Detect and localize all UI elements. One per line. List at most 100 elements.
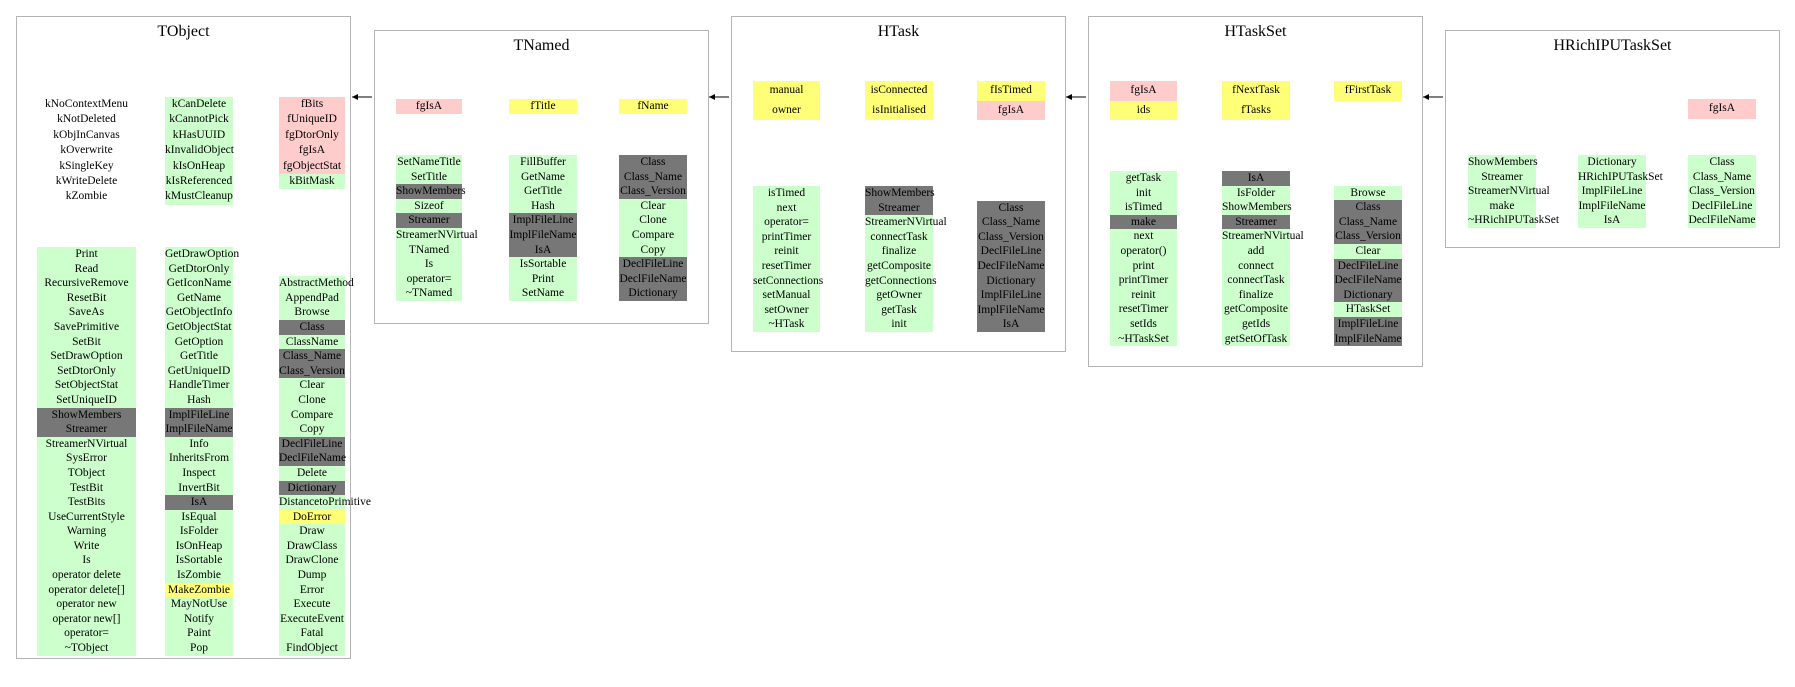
method-entry: IsFolder: [1222, 185, 1290, 201]
class-title: HRichIPUTaskSet: [1553, 37, 1672, 54]
method-entry: Execute: [279, 597, 345, 612]
data-member: kMustCleanup: [165, 189, 233, 205]
method-column: AbstractMethod AppendPad Browse Class ClassN…: [265, 247, 371, 656]
method-entry: DeclFileLine: [1334, 258, 1402, 274]
method-entry: ImplFileLine: [1578, 184, 1646, 199]
method-entry: SetDrawOption: [37, 349, 136, 364]
method-entry: Pop: [165, 641, 233, 656]
method-entry: StreamerNVirtual: [865, 215, 947, 230]
method-entry: init: [1110, 185, 1177, 201]
method-entry: SetDtorOnly: [37, 363, 136, 379]
method-entry: ~HTask: [753, 317, 820, 332]
method-entry: resetTimer: [1110, 302, 1177, 317]
method-column: Class Class_Name Class_Version DeclFileLine…: [963, 186, 1059, 332]
method-entry: Streamer: [1468, 169, 1536, 185]
method-entry: ImplFileLine: [165, 407, 233, 423]
method-entry: setIds: [1110, 316, 1177, 332]
data-member-column: fgIsA ids: [1096, 81, 1191, 120]
method-entry: RecursiveRemove: [37, 276, 136, 291]
method-entry: Class_Version: [619, 184, 687, 199]
method-entry: DeclFileLine: [1688, 198, 1756, 214]
data-member-column: fBits fUniqueID fgDtorOnly fgIsA fgObjectSta…: [265, 97, 359, 190]
method-entry: Dump: [279, 568, 345, 583]
data-member: fgIsA: [1688, 99, 1756, 119]
class-title: HTaskSet: [1224, 23, 1287, 40]
method-entry: DrawClone: [279, 553, 345, 569]
method-entry: IsA: [509, 242, 577, 258]
method-entry: ResetBit: [37, 290, 136, 306]
method-entry: TObject: [37, 465, 136, 481]
data-member: fgIsA: [977, 100, 1045, 120]
data-member: kNotDeleted: [57, 113, 116, 126]
method-entry: Class: [1688, 155, 1756, 170]
method-entry: isTimed: [753, 186, 820, 201]
data-member: fBits: [279, 97, 345, 113]
method-entry: GetDtorOnly: [165, 261, 233, 277]
method-entry: GetDrawOption: [165, 247, 240, 262]
method-entry: Read: [37, 261, 136, 277]
method-entry: GetObjectStat: [165, 319, 233, 335]
method-entry: GetName: [509, 169, 577, 185]
method-entry: operator=: [37, 626, 136, 642]
method-entry: Clone: [619, 213, 687, 228]
method-entry: Notify: [165, 611, 233, 627]
method-entry: DeclFileName: [1334, 273, 1402, 288]
method-entry: ~HTaskSet: [1110, 331, 1177, 347]
method-entry: ImplFileLine: [509, 213, 577, 228]
data-member-column: kNoContextMenu kNotDeleted kObjInCanvas kOv…: [23, 97, 150, 205]
data-member: isInitialised: [865, 100, 933, 120]
method-entry: ImplFileName: [165, 422, 233, 437]
data-member: fgIsA: [396, 99, 462, 114]
method-entry: print: [1110, 258, 1177, 274]
method-entry: printTimer: [753, 229, 820, 245]
method-entry: Browse: [1334, 185, 1402, 201]
method-entry: ShowMembers: [1468, 155, 1538, 170]
method-entry: connect: [1222, 258, 1290, 274]
method-entry: IsA: [1222, 171, 1290, 186]
method-entry: Browse: [279, 305, 345, 320]
class-title: HTask: [877, 23, 920, 40]
method-entry: make: [1468, 198, 1536, 214]
data-member: kCanDelete: [165, 97, 233, 113]
method-entry: Class_Version: [1334, 229, 1402, 244]
data-member: kWriteDelete: [55, 174, 118, 187]
method-entry: Copy: [619, 242, 687, 258]
method-entry: IsA: [977, 317, 1045, 332]
method-entry: Class_Version: [977, 229, 1045, 245]
method-entry: SetName: [509, 286, 577, 301]
method-entry: IsEqual: [165, 509, 233, 525]
method-column: ShowMembers Streamer StreamerNVirtual conne…: [851, 186, 947, 332]
method-entry: Streamer: [396, 213, 462, 228]
method-entry: MayNotUse: [165, 597, 233, 612]
method-entry: ImplFileName: [1334, 331, 1402, 347]
data-member: kNoContextMenu: [44, 98, 129, 110]
method-entry: setManual: [753, 288, 820, 303]
method-entry: IsA: [1578, 213, 1646, 228]
method-entry: DeclFileName: [619, 271, 687, 287]
method-column: SetNameTitle SetTitle ShowMembers Sizeof Str…: [382, 155, 478, 301]
data-member: fTitle: [509, 99, 577, 114]
method-entry: GetIconName: [165, 276, 233, 291]
method-column: Dictionary HRichIPUTaskSet ImplFileLine Imp…: [1564, 155, 1663, 228]
method-entry: Class: [977, 200, 1045, 216]
method-entry: Class: [619, 155, 687, 170]
method-entry: Class_Name: [1688, 169, 1756, 185]
data-member: kBitMask: [279, 173, 345, 190]
method-entry: Streamer: [865, 200, 933, 216]
method-column: FillBuffer GetName GetTitle Hash ImplFileLin…: [495, 155, 591, 301]
method-entry: ~TObject: [37, 641, 136, 656]
method-column: isTimed next operator= printTimer reinit rese…: [739, 186, 834, 332]
method-entry: init: [865, 317, 933, 332]
method-entry: ClassName: [279, 334, 345, 350]
method-entry: next: [753, 200, 820, 216]
data-member-column: fName: [605, 99, 701, 114]
method-entry: Print: [509, 271, 577, 287]
data-member: kHasUUID: [165, 127, 233, 144]
method-entry: Class: [1334, 200, 1402, 215]
method-column: IsA IsFolder ShowMembers Streamer StreamerNV…: [1208, 171, 1304, 347]
method-entry: IsSortable: [165, 553, 233, 569]
method-column: ShowMembers Streamer StreamerNVirtual make ~…: [1454, 155, 1559, 228]
data-member-column: kCanDelete kCannotPick kHasUUID kInvalidObj…: [151, 97, 247, 205]
method-entry: add: [1222, 243, 1290, 259]
